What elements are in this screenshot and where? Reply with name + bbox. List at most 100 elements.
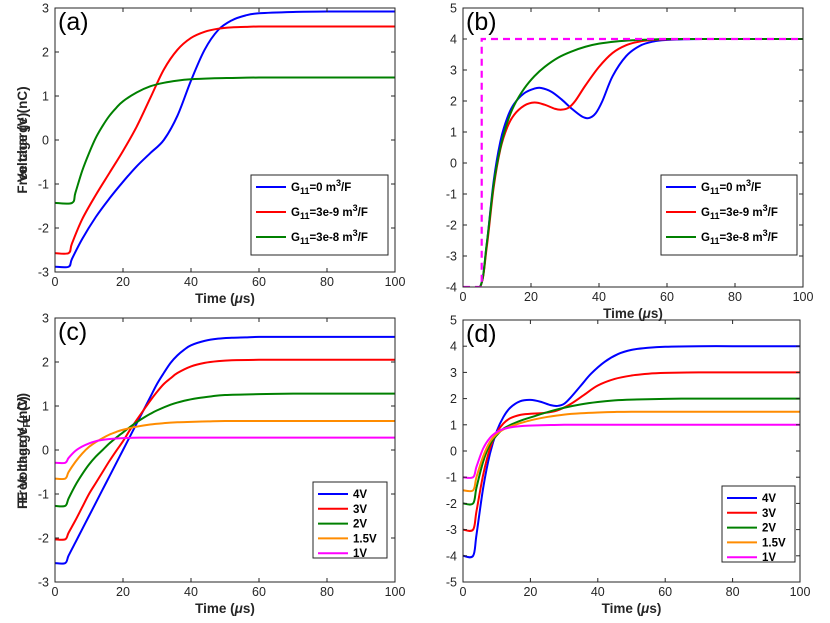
x-axis-label-text: Time (	[602, 601, 642, 616]
legend-entry: G11=3e-8 m3/F	[291, 228, 368, 246]
legend-entry-text: 1.5V	[353, 533, 377, 545]
legend-entry: 1V	[762, 552, 776, 564]
x-axis-label-mu: μ	[234, 601, 243, 616]
y-tick-label: -3	[446, 250, 457, 264]
legend-entry-tail: /F	[358, 232, 368, 244]
series-line-1	[55, 10, 395, 269]
y-tick-label: 2	[42, 46, 49, 60]
panel-label: (a)	[58, 8, 89, 36]
legend-entry-main: G	[291, 232, 300, 244]
legend-entry: 1.5V	[762, 537, 786, 549]
x-tick-label: 100	[385, 585, 406, 599]
y-tick-label: 1	[450, 126, 457, 140]
legend-entry-main: G	[701, 207, 710, 219]
series-line-4	[55, 419, 395, 481]
x-tick-label: 100	[790, 585, 811, 599]
legend-entry-subscript: 11	[300, 211, 310, 221]
x-axis-label-unit: s)	[649, 601, 661, 616]
x-axis-label-mu: μ	[234, 291, 243, 306]
x-axis-label: Time (μs)	[195, 291, 255, 306]
legend-entry-subscript: 11	[710, 186, 720, 196]
series-line-2	[55, 25, 395, 255]
x-tick-label: 60	[660, 290, 674, 304]
legend-entry-text: 4V	[762, 493, 776, 505]
legend-entry-superscript: 3	[336, 178, 341, 188]
x-tick-label: 40	[591, 585, 605, 599]
legend-entry: 3V	[762, 508, 776, 520]
legend-entry-mid: =0 m	[719, 182, 746, 194]
legend-entry-main: G	[701, 232, 710, 244]
legend-entry-mid: =0 m	[309, 182, 336, 194]
x-tick-label: 40	[184, 275, 198, 289]
panel-label: (d)	[466, 320, 497, 348]
y-tick-label: 0	[450, 445, 457, 459]
y-tick-label: -2	[38, 532, 49, 546]
series-line-1	[55, 335, 395, 565]
legend-entry-subscript: 11	[710, 236, 720, 246]
x-tick-label: 60	[658, 585, 672, 599]
y-tick-label: 2	[42, 356, 49, 370]
legend-entry-text: 2V	[353, 519, 367, 531]
x-tick-label: 20	[523, 585, 537, 599]
y-axis-label-tail: (V)	[15, 393, 30, 415]
legend-entry: 4V	[353, 489, 367, 501]
y-tick-label: 5	[450, 314, 457, 328]
legend-entry-mid: =3e-8 m	[719, 232, 762, 244]
x-axis-label-mu: μ	[642, 306, 651, 321]
x-tick-label: 60	[252, 585, 266, 599]
chart-panel-1: 0 20 40 60 80 100 -3 -2 -1 0 1 2 3 Time (μs) Free char…	[15, 2, 405, 307]
legend-entry-mid: =3e-8 m	[309, 232, 352, 244]
legend-entry: G11=0 m3/F	[291, 178, 351, 196]
x-tick-label: 20	[116, 585, 130, 599]
y-tick-label: 2	[450, 95, 457, 109]
legend-entry: 3V	[353, 504, 367, 516]
x-axis-label-text: Time (	[195, 291, 235, 306]
y-tick-label: -2	[446, 219, 457, 233]
legend-entry: 2V	[353, 519, 367, 531]
series-line-3	[55, 392, 395, 508]
y-tick-label: 0	[42, 134, 49, 148]
legend-entry: 2V	[762, 523, 776, 535]
series-line-3	[463, 397, 800, 506]
legend-box	[250, 174, 389, 256]
y-tick-label: 4	[450, 340, 457, 354]
legend-entry-text: 1V	[762, 552, 776, 564]
series-line-4	[463, 410, 800, 493]
legend-entry: 1V	[353, 548, 367, 560]
y-tick-label: 0	[42, 444, 49, 458]
x-tick-label: 0	[52, 275, 59, 289]
y-tick-label: 1	[42, 400, 49, 414]
y-tick-label: 3	[450, 64, 457, 78]
y-tick-label: -4	[446, 281, 457, 295]
y-tick-label: 3	[450, 366, 457, 380]
y-tick-label: 4	[450, 33, 457, 47]
series-line-5	[463, 423, 800, 479]
panel-label: (c)	[58, 318, 87, 346]
legend-entry: 1.5V	[353, 533, 377, 545]
legend: 4V 3V 2V 1.5V 1V	[721, 485, 796, 564]
legend-entry-tail: /F	[768, 207, 778, 219]
legend-entry-superscript: 3	[353, 228, 358, 238]
y-tick-label: -2	[446, 497, 457, 511]
y-axis-label: FE Voltage VFE (V)	[15, 393, 33, 509]
y-axis-label: Voltage (V)	[15, 113, 30, 183]
series-line-3	[463, 37, 803, 287]
legend-entry-tail: /F	[341, 182, 351, 194]
x-tick-label: 80	[320, 275, 334, 289]
x-tick-label: 20	[116, 275, 130, 289]
legend: 4V 3V 2V 1.5V 1V	[312, 481, 388, 560]
legend-entry-superscript: 3	[763, 228, 768, 238]
legend-entry-tail: /F	[751, 182, 761, 194]
legend-entry-superscript: 3	[353, 203, 358, 213]
y-tick-label: 2	[450, 392, 457, 406]
x-axis-label-unit: s)	[243, 291, 255, 306]
legend-entry-superscript: 3	[746, 178, 751, 188]
y-tick-label: -2	[38, 222, 49, 236]
legend-entry-tail: /F	[768, 232, 778, 244]
y-tick-label: 0	[450, 157, 457, 171]
x-tick-label: 40	[184, 585, 198, 599]
